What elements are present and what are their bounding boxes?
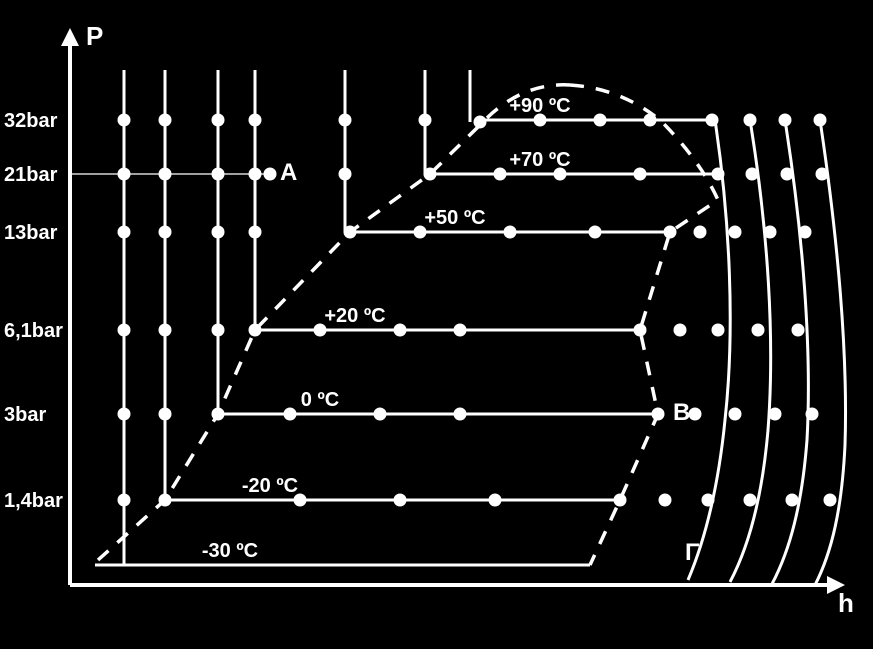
data-point — [806, 408, 819, 421]
data-point — [249, 324, 262, 337]
y-tick-label: 3bar — [4, 404, 46, 426]
data-point — [414, 226, 427, 239]
data-point — [694, 226, 707, 239]
data-point — [212, 168, 225, 181]
data-point — [752, 324, 765, 337]
data-point — [781, 168, 794, 181]
data-point — [746, 168, 759, 181]
data-point — [814, 114, 827, 127]
data-point — [764, 226, 777, 239]
data-point — [589, 226, 602, 239]
data-point — [424, 168, 437, 181]
data-point — [339, 168, 352, 181]
data-point — [769, 408, 782, 421]
data-point — [744, 114, 757, 127]
superheat-curve — [688, 120, 730, 580]
data-point — [534, 114, 547, 127]
data-point — [712, 324, 725, 337]
y-tick-label: 32bar — [4, 110, 58, 132]
data-point — [212, 324, 225, 337]
y-tick-label: 13bar — [4, 222, 58, 244]
x-axis-label: h — [838, 588, 854, 618]
data-point — [792, 324, 805, 337]
isobar-temp-label: -20 ºC — [242, 475, 298, 497]
data-point — [554, 168, 567, 181]
data-point — [664, 226, 677, 239]
data-point — [729, 408, 742, 421]
y-tick-label: 6,1bar — [4, 320, 63, 342]
point-label: Γ — [685, 539, 700, 566]
data-point — [634, 168, 647, 181]
data-point — [159, 114, 172, 127]
data-point — [634, 324, 647, 337]
data-point — [689, 408, 702, 421]
superheat-curve — [815, 120, 846, 585]
isobar-temp-label: -30 ºC — [202, 540, 258, 562]
data-point — [264, 168, 277, 181]
data-point — [394, 494, 407, 507]
data-point — [504, 226, 517, 239]
data-point — [159, 226, 172, 239]
data-point — [249, 168, 262, 181]
data-point — [824, 494, 837, 507]
data-point — [159, 168, 172, 181]
y-tick-label: 21bar — [4, 164, 58, 186]
data-point — [314, 324, 327, 337]
y-tick-label: 1,4bar — [4, 490, 63, 512]
data-point — [374, 408, 387, 421]
data-point — [394, 324, 407, 337]
data-point — [489, 494, 502, 507]
data-point — [454, 324, 467, 337]
data-point — [779, 114, 792, 127]
isobar-temp-label: +20 ºC — [324, 305, 385, 327]
data-point — [594, 114, 607, 127]
data-point — [118, 324, 131, 337]
data-point — [344, 226, 357, 239]
point-label: B — [673, 399, 690, 426]
isobar-temp-label: 0 ºC — [301, 389, 339, 411]
data-point — [659, 494, 672, 507]
data-point — [249, 226, 262, 239]
data-point — [249, 114, 262, 127]
superheat-curve — [730, 120, 771, 582]
point-label: A — [280, 159, 297, 186]
data-point — [474, 116, 487, 129]
data-point — [159, 494, 172, 507]
superheat-curve — [772, 120, 808, 584]
data-point — [339, 114, 352, 127]
data-point — [118, 408, 131, 421]
data-point — [159, 408, 172, 421]
data-point — [652, 408, 665, 421]
data-point — [786, 494, 799, 507]
y-axis-arrow — [61, 28, 79, 46]
data-point — [284, 408, 297, 421]
data-point — [799, 226, 812, 239]
data-point — [702, 494, 715, 507]
data-point — [212, 114, 225, 127]
data-point — [816, 168, 829, 181]
data-point — [212, 408, 225, 421]
data-point — [118, 226, 131, 239]
data-point — [744, 494, 757, 507]
data-point — [614, 494, 627, 507]
data-point — [729, 226, 742, 239]
data-point — [494, 168, 507, 181]
data-point — [118, 114, 131, 127]
data-point — [644, 114, 657, 127]
data-point — [294, 494, 307, 507]
data-point — [212, 226, 225, 239]
data-point — [118, 494, 131, 507]
isobar-temp-label: +50 ºC — [424, 207, 485, 229]
data-point — [419, 114, 432, 127]
data-point — [454, 408, 467, 421]
data-point — [674, 324, 687, 337]
data-point — [159, 324, 172, 337]
ph-diagram: Ph32bar21bar13bar6,1bar3bar1,4bar+90 ºC+… — [0, 0, 873, 649]
y-axis-label: P — [86, 21, 103, 51]
data-point — [118, 168, 131, 181]
data-point — [706, 114, 719, 127]
data-point — [712, 168, 725, 181]
